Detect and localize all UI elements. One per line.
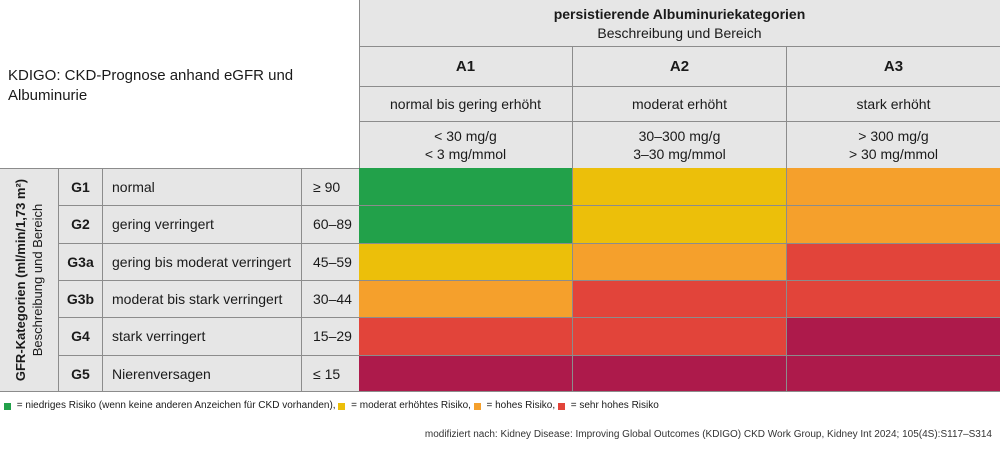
gfr-header-heading: GFR-Kategorien (ml/min/1,73 m²): [13, 178, 28, 382]
row-code-g5: G5: [71, 365, 90, 382]
column-range-line1: > 300 mg/g: [858, 128, 929, 144]
legend-swatch: [557, 402, 565, 410]
risk-cell-g1-a3: [787, 168, 1000, 205]
legend-swatch: [473, 402, 481, 410]
row-description-g5: Nierenversagen: [112, 365, 211, 382]
column-range-line1: < 30 mg/g: [434, 128, 497, 144]
legend-swatch: [338, 402, 346, 410]
row-range-g2: 60–89: [313, 216, 352, 232]
legend-item-very-high-orange-red: = sehr hohes Risiko: [557, 399, 659, 413]
risk-cell-g5-a2: [573, 355, 787, 392]
row-code-g1: G1: [71, 178, 90, 195]
risk-cell-g3b-a3: [787, 280, 1000, 317]
page-title: KDIGO: CKD-Prognose anhand eGFR und Albu…: [8, 67, 294, 104]
row-range-g5: ≤ 15: [313, 365, 341, 382]
column-range-a3: > 300 mg/g > 30 mg/mmol: [787, 122, 1000, 168]
albuminuria-header-title: persistierende Albuminuriekategorien Bes…: [359, 4, 1000, 44]
column-code-a1: A1: [455, 58, 476, 75]
risk-cell-g4-a1: [359, 317, 573, 355]
gfr-header-subheading: Beschreibung und Bereich: [30, 203, 45, 357]
albuminuria-header: [359, 0, 1000, 168]
risk-cell-g1-a2: [573, 168, 787, 205]
column-range-a1: < 30 mg/g < 3 mg/mmol: [359, 122, 572, 168]
legend-swatch: [4, 402, 11, 410]
risk-cell-g4-a3: [787, 317, 1000, 355]
risk-cell-g4-a2: [573, 317, 787, 355]
row-description-g2: gering verringert: [112, 216, 214, 232]
row-code-g3b: G3b: [66, 290, 95, 307]
legend-item-low: = niedriges Risiko (wenn keine anderen A…: [4, 399, 338, 413]
risk-cell-g3a-a3: [787, 243, 1000, 280]
row-range-g4: 15–29: [313, 328, 352, 344]
risk-cell-g3a-a1: [359, 243, 573, 280]
row-description-g3a: gering bis moderat verringert: [112, 253, 291, 270]
column-description-a2: moderat erhöht: [632, 96, 727, 112]
column-range-line2: > 30 mg/mmol: [848, 146, 939, 162]
row-code-g4: G4: [71, 328, 90, 344]
column-range-line1: 30–300 mg/g: [638, 128, 721, 144]
row-code-g3a: G3a: [67, 253, 94, 270]
column-range-line2: < 3 mg/mmol: [424, 146, 507, 162]
risk-cell-g3b-a1: [359, 280, 573, 317]
legend-label: = sehr hohes Risiko: [567, 400, 659, 411]
row-description-g1: normal: [112, 178, 155, 195]
legend-item-high: = hohes Risiko,: [473, 399, 558, 413]
albuminuria-header-heading: persistierende Albuminuriekategorien: [553, 6, 806, 22]
row-description-g3b: moderat bis stark verringert: [112, 290, 283, 307]
row-code-g2: G2: [71, 216, 90, 232]
source-note: modifiziert nach: Kidney Disease: Improv…: [424, 429, 992, 440]
risk-cell-g2-a1: [359, 205, 573, 243]
column-range-a2: 30–300 mg/g 3–30 mg/mmol: [573, 122, 786, 168]
risk-cell-g5-a3: [787, 355, 1000, 392]
row-description-g4: stark verringert: [112, 328, 206, 344]
risk-cell-g2-a2: [573, 205, 787, 243]
risk-cell-g5-a1: [359, 355, 573, 392]
column-code-a3: A3: [883, 58, 904, 75]
legend: = niedriges Risiko (wenn keine anderen A…: [4, 399, 659, 413]
risk-cell-g2-a3: [787, 205, 1000, 243]
albuminuria-header-subheading: Beschreibung und Bereich: [597, 25, 762, 41]
risk-cell-g3b-a2: [573, 280, 787, 317]
row-range-g3b: 30–44: [313, 290, 352, 307]
row-range-g1: ≥ 90: [313, 178, 341, 195]
legend-label: = niedriges Risiko (wenn keine anderen A…: [14, 400, 339, 411]
legend-item-moderate: = moderat erhöhtes Risiko,: [338, 399, 473, 413]
gfr-header-label: GFR-Kategorien (ml/min/1,73 m²) Beschrei…: [0, 168, 58, 392]
risk-cell-g3a-a2: [573, 243, 787, 280]
column-code-a2: A2: [669, 58, 690, 75]
column-description-a3: stark erhöht: [856, 96, 931, 112]
column-description-a1: normal bis gering erhöht: [390, 96, 541, 112]
column-range-line2: 3–30 mg/mmol: [633, 146, 726, 162]
risk-cell-g1-a1: [359, 168, 573, 205]
legend-label: = hohes Risiko,: [483, 400, 558, 411]
row-range-g3a: 45–59: [313, 253, 352, 270]
legend-label: = moderat erhöhtes Risiko,: [348, 400, 474, 411]
